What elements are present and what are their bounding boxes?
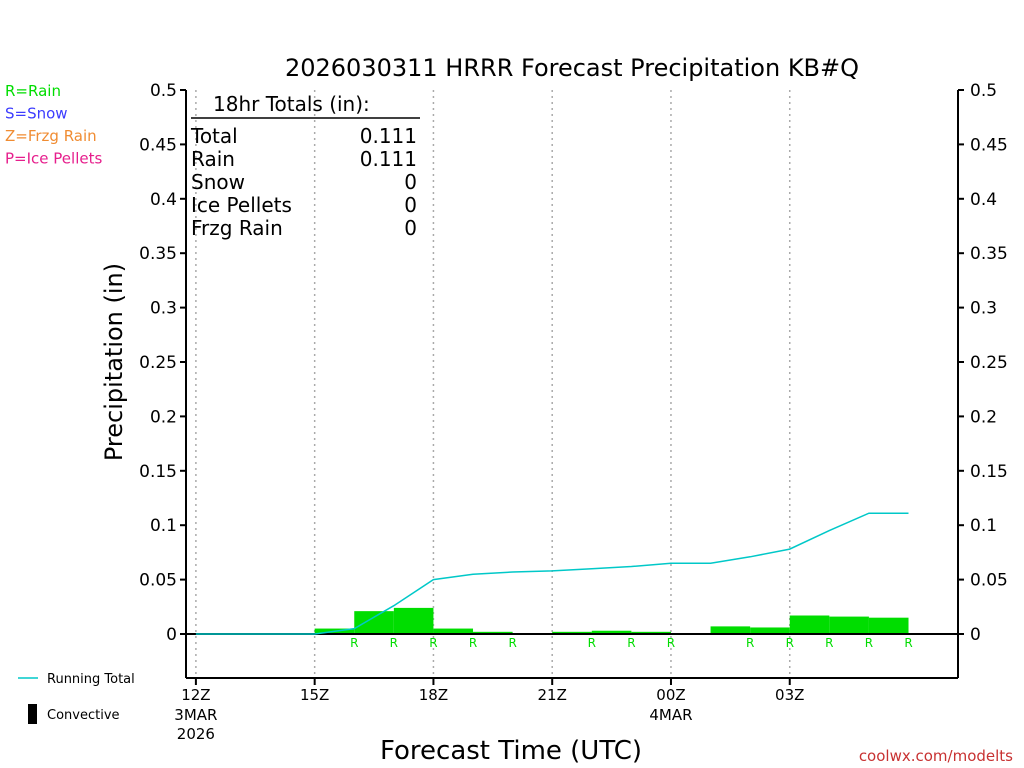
precip-type-label: R [390,636,398,650]
totals-row-label: Frzg Rain [191,216,283,240]
x-tick-label: 15Z [300,686,329,704]
precip-type-label: R [508,636,516,650]
y-tick-label-right: 0.35 [970,244,1008,264]
precip-type-label: R [667,636,675,650]
x-tick-date: 3MAR [174,706,217,724]
y-tick-label-left: 0.4 [150,190,177,210]
legend-type: P=Ice Pellets [5,150,102,168]
chart-title: 2026030311 HRRR Forecast Precipitation K… [285,54,859,82]
precip-bar [591,630,632,634]
precip-type-label: R [904,636,912,650]
legend-type: R=Rain [5,82,61,100]
y-axis-label: Precipitation (in) [100,263,128,461]
precip-type-label: R [588,636,596,650]
plot-axes [185,90,959,679]
running-total-line [195,512,909,635]
y-tick-label-left: 0.05 [139,571,177,591]
totals-header: 18hr Totals (in): [213,92,370,116]
precip-bar [433,628,474,634]
y-tick-label-right: 0.5 [970,81,997,101]
legend-type: Z=Frzg Rain [5,127,97,145]
precip-bar [473,631,513,634]
totals-row-value: 0 [404,170,417,194]
x-tick-label: 00Z [656,686,685,704]
totals-row-label: Snow [191,170,245,194]
axis-ticks: 0 00.05 0.050.1 0.10.15 0.150.2 0.20.25 0.250.… [139,81,1008,743]
x-tick-label: 18Z [419,686,448,704]
precip-bar [552,631,592,634]
y-tick-label-right: 0.3 [970,299,997,319]
y-tick-label-right: 0.45 [970,135,1008,155]
x-tick-date: 4MAR [649,706,692,724]
precip-type-label: R [350,636,358,650]
y-tick-label-right: 0.15 [970,462,1008,482]
y-tick-label-right: 0.2 [970,407,997,427]
y-tick-label-right: 0.1 [970,516,997,536]
running-total-series [195,512,909,635]
precip-bar [710,626,751,634]
precip-type-label: R [825,636,833,650]
y-tick-label-left: 0.15 [139,462,177,482]
precip-bar [393,607,434,634]
legend-type: S=Snow [5,105,68,123]
grid-lines [195,90,791,678]
precip-bar [631,631,671,634]
y-tick-label-left: 0.1 [150,516,177,536]
totals-row-value: 0 [404,193,417,217]
x-tick-year: 2026 [177,725,215,743]
y-tick-label-left: 0 [166,625,177,645]
precip-bar [789,615,830,634]
precip-type-label: R [429,636,437,650]
credit-text: coolwx.com/modelts [859,747,1013,765]
precip-bar [829,616,869,634]
x-axis-label: Forecast Time (UTC) [380,736,642,766]
y-tick-label-left: 0.5 [150,81,177,101]
y-tick-label-right: 0.4 [970,190,997,210]
y-tick-label-left: 0.3 [150,299,177,319]
precip-type-label: R [627,636,635,650]
running-total-legend-label: Running Total [47,672,135,687]
x-tick-label: 03Z [775,686,804,704]
y-tick-label-left: 0.2 [150,407,177,427]
totals-row-label: Ice Pellets [191,193,292,217]
precip-type-label: R [469,636,477,650]
x-tick-label: 21Z [538,686,567,704]
y-tick-label-left: 0.45 [139,135,177,155]
x-tick-label: 12Z [181,686,210,704]
precip-bar [750,627,790,634]
y-tick-label-right: 0.25 [970,353,1008,373]
totals-box: 18hr Totals (in): Total 0.111 Rain 0.111 Snow… [190,92,420,240]
precip-bar [354,611,394,634]
y-tick-label-left: 0.35 [139,244,177,264]
totals-row-value: 0.111 [360,147,417,171]
legend: R=Rain S=Snow Z=Frzg Rain P=Ice Pellets Runn… [5,82,135,724]
precip-type-label: R [865,636,873,650]
y-tick-label-right: 0 [970,625,981,645]
totals-row-label: Total [190,124,238,148]
convective-legend-label: Convective [47,708,120,723]
convective-swatch [28,704,37,724]
y-tick-label-left: 0.25 [139,353,177,373]
totals-row-value: 0 [404,216,417,240]
precip-type-label: R [746,636,754,650]
y-tick-label-right: 0.05 [970,571,1008,591]
totals-row-label: Rain [191,147,235,171]
precip-type-label: R [786,636,794,650]
totals-row-value: 0.111 [360,124,417,148]
precip-bar [868,617,909,634]
